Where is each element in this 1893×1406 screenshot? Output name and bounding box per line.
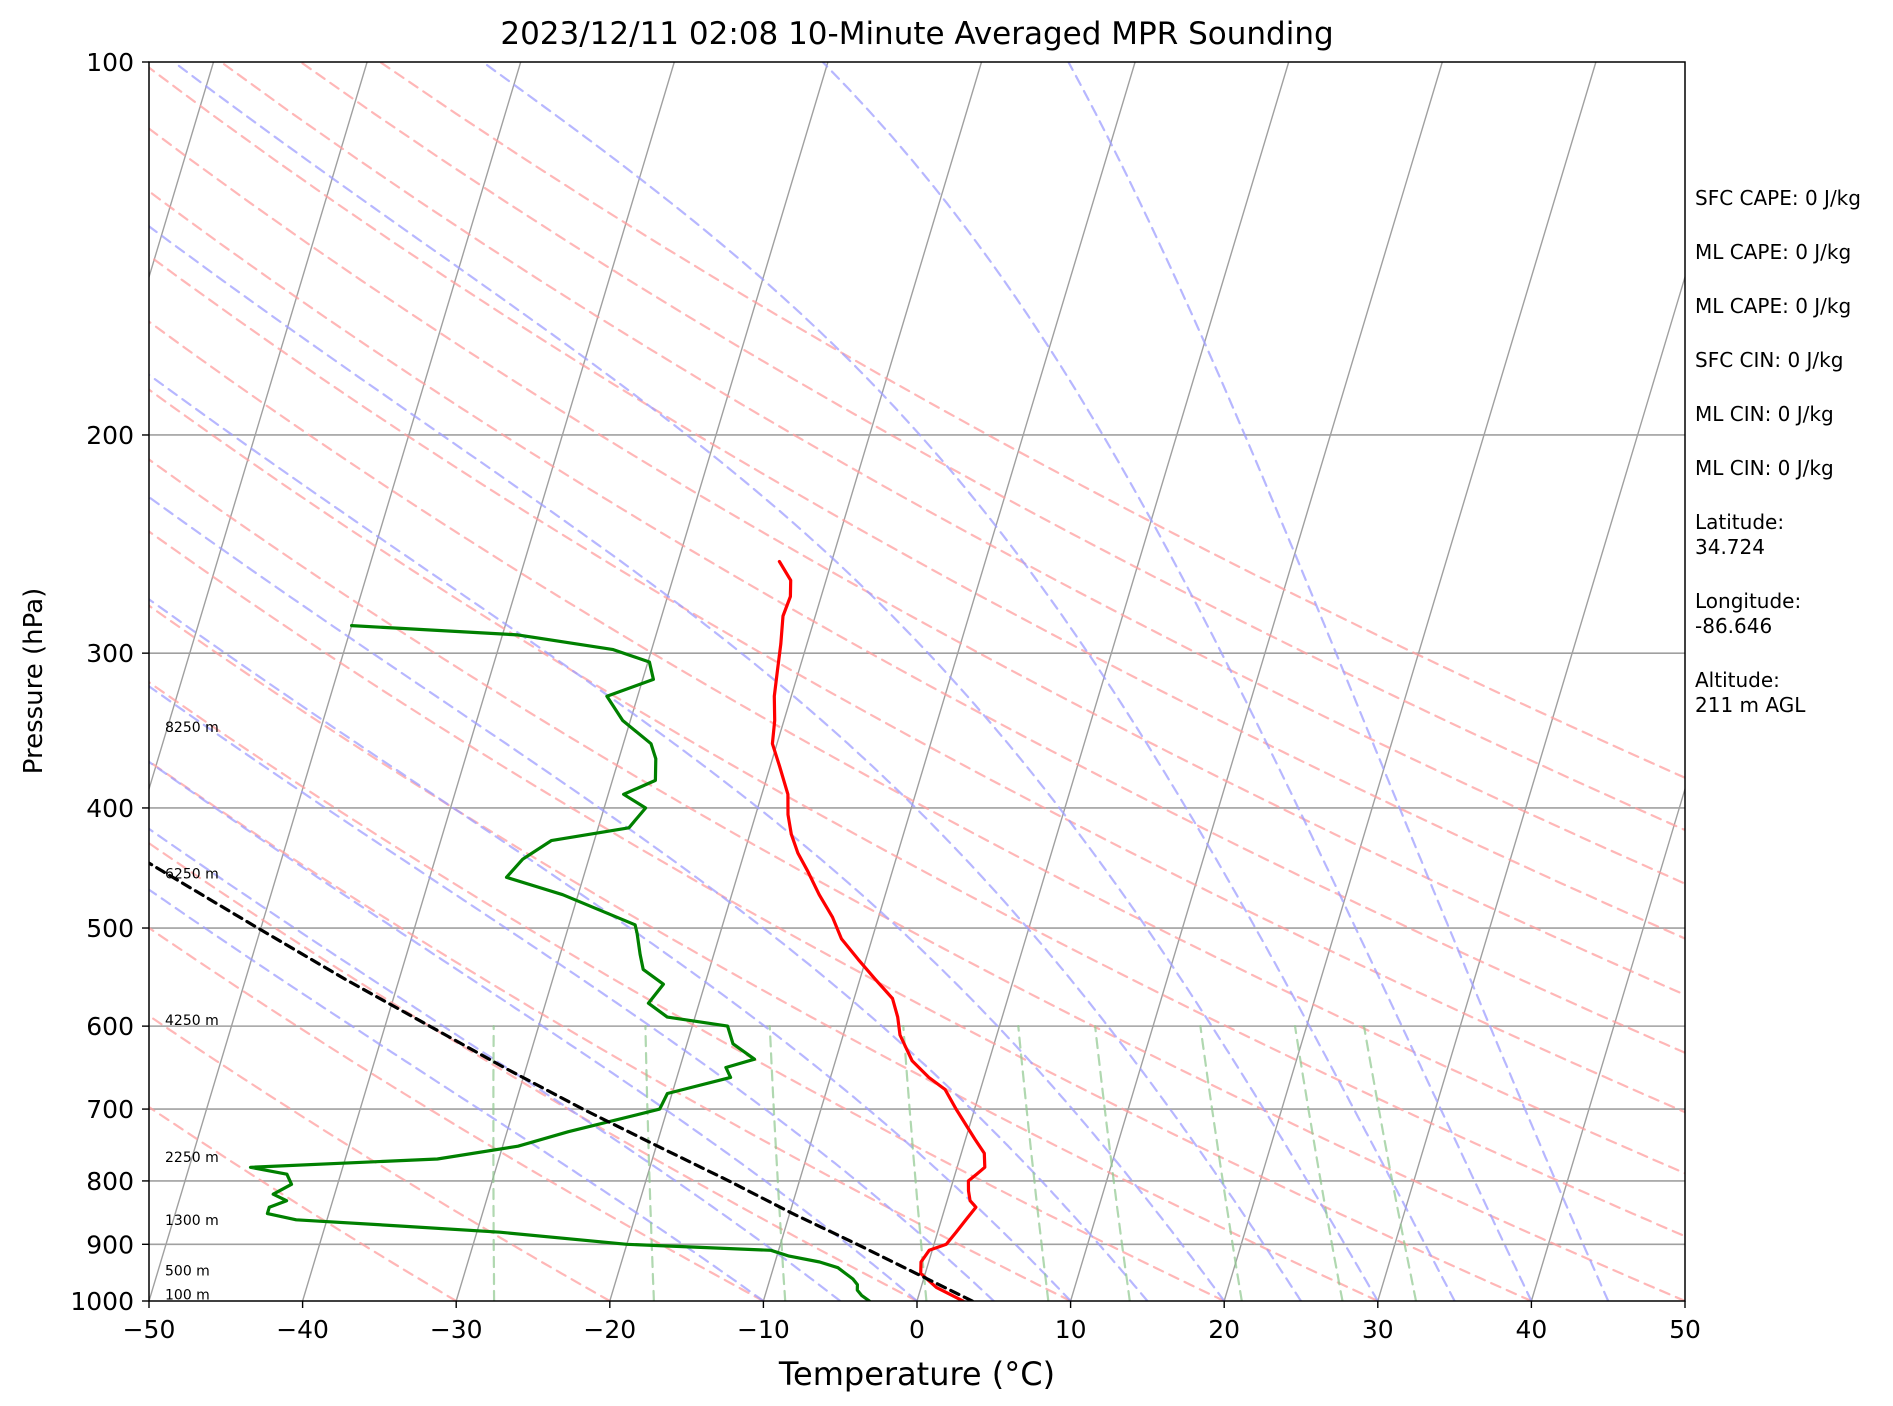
- ml-cin-readout: ML CIN: 0 J/kg: [1695, 402, 1834, 426]
- y-tick-label: 600: [86, 1012, 134, 1041]
- dry-adiabat-line: [149, 66, 1685, 940]
- temperature-trace: [770, 559, 987, 1301]
- dry-adiabat-line: [149, 926, 765, 1301]
- isotherm-line: [1223, 62, 1597, 1301]
- height-labels: 100 m 500 m 1300 m 2250 m 4250 m 6250 m 8250 m: [165, 720, 219, 1304]
- x-tick-label: 30: [1362, 1315, 1394, 1344]
- mixing-ratio-line: [1017, 1025, 1050, 1301]
- y-axis-ticks: 1000 900 800 700 600 500 400 300 200 100: [70, 48, 149, 1316]
- y-tick-label: 400: [86, 794, 134, 823]
- mixing-ratio-line: [1199, 1025, 1243, 1301]
- dry-adiabat-line: [379, 62, 1685, 779]
- y-tick-label: 100: [86, 48, 134, 77]
- longitude-readout: Longitude: -86.646: [1695, 589, 1802, 638]
- moist-adiabat-line: [481, 62, 1456, 1301]
- dry-adiabat-line: [149, 388, 1685, 1238]
- mixing-ratio-line: [492, 1025, 496, 1301]
- y-tick-label: 1000: [70, 1287, 134, 1316]
- dry-adiabat-line: [149, 604, 1379, 1301]
- dry-adiabat-line: [149, 1014, 611, 1301]
- mixing-ratio-line: [902, 1025, 928, 1301]
- dry-adiabat-line: [149, 841, 919, 1301]
- x-tick-label: 0: [909, 1315, 925, 1344]
- moist-adiabat-line: [149, 373, 1226, 1301]
- height-label: 2250 m: [165, 1150, 219, 1166]
- y-tick-label: 800: [86, 1167, 134, 1196]
- dry-adiabat-line: [149, 458, 1685, 1301]
- moist-adiabat-line: [149, 224, 1303, 1301]
- sfc-cin-readout: SFC CIN: 0 J/kg: [1695, 348, 1844, 372]
- height-label: 4250 m: [165, 1013, 219, 1029]
- x-tick-label: 50: [1669, 1315, 1701, 1344]
- isotherm-line: [301, 62, 675, 1301]
- sounding-traces: [149, 559, 987, 1301]
- x-axis-ticks: −50 −40 −30 −20 −10 0 10 20 30 40 50: [123, 1301, 1701, 1344]
- chart-title: 2023/12/11 02:08 10-Minute Averaged MPR …: [500, 16, 1333, 52]
- mixing-ratio-line: [768, 1025, 787, 1301]
- y-tick-label: 900: [86, 1230, 134, 1259]
- dry-adiabat-line: [149, 680, 1226, 1301]
- dry-adiabat-line: [149, 320, 1685, 1175]
- x-tick-label: 10: [1055, 1315, 1087, 1344]
- parcel-trace: [149, 861, 974, 1301]
- ml-cin-readout: ML CIN: 0 J/kg: [1695, 456, 1834, 480]
- isotherm-line: [916, 62, 1290, 1301]
- dry-adiabat-line: [149, 254, 1685, 1114]
- moist-adiabat-line: [1067, 62, 1610, 1301]
- dry-adiabat-line: [219, 62, 1685, 885]
- x-tick-label: 40: [1515, 1315, 1547, 1344]
- moist-adiabat-line: [149, 827, 842, 1301]
- isotherm-line: [149, 62, 215, 280]
- y-tick-label: 700: [86, 1095, 134, 1124]
- x-tick-label: −40: [276, 1315, 329, 1344]
- isotherm-line: [149, 62, 368, 792]
- mixing-ratio-line: [1362, 1025, 1418, 1301]
- sfc-cape-readout: SFC CAPE: 0 J/kg: [1695, 186, 1861, 210]
- height-label: 8250 m: [165, 720, 219, 736]
- mixing-ratio-line: [1293, 1025, 1344, 1301]
- x-tick-label: −20: [583, 1315, 636, 1344]
- y-axis-label: Pressure (hPa): [19, 588, 49, 775]
- x-tick-label: 20: [1208, 1315, 1240, 1344]
- x-tick-label: −30: [430, 1315, 483, 1344]
- isotherm-line: [1377, 274, 1685, 1301]
- thermo-background: [149, 62, 1685, 1301]
- latitude-readout: Latitude: 34.724: [1695, 510, 1785, 559]
- dry-adiabat-line: [149, 189, 1685, 1054]
- moist-adiabat-line: [149, 760, 919, 1301]
- x-tick-label: −10: [737, 1315, 790, 1344]
- mixing-ratio-line: [644, 1025, 655, 1301]
- isotherm-line: [762, 62, 1136, 1301]
- x-axis-label: Temperature (°C): [778, 1355, 1055, 1393]
- ml-cape-readout: ML CAPE: 0 J/kg: [1695, 294, 1852, 318]
- sounding-stats-panel: SFC CAPE: 0 J/kg ML CAPE: 0 J/kg ML CAPE…: [1695, 186, 1885, 747]
- y-tick-label: 500: [86, 914, 134, 943]
- altitude-readout: Altitude: 211 m AGL: [1695, 668, 1806, 717]
- dry-adiabat-line: [149, 760, 1072, 1301]
- moist-adiabat-line: [149, 888, 765, 1301]
- y-tick-label: 300: [86, 639, 134, 668]
- moist-adiabat-line: [149, 597, 1072, 1301]
- isotherm-line: [609, 62, 983, 1301]
- height-label: 6250 m: [165, 867, 219, 883]
- isotherm-line: [455, 62, 829, 1301]
- y-tick-label: 200: [86, 421, 134, 450]
- dry-adiabat-line: [149, 530, 1533, 1301]
- ml-cape-readout: ML CAPE: 0 J/kg: [1695, 240, 1852, 264]
- height-label: 100 m: [165, 1288, 210, 1304]
- x-tick-label: −50: [123, 1315, 176, 1344]
- isotherm-line: [1069, 62, 1443, 1301]
- plot-background: [149, 62, 1685, 1301]
- isotherm-line: [1530, 786, 1685, 1301]
- dewpoint-trace: [248, 624, 871, 1301]
- height-label: 500 m: [165, 1264, 210, 1280]
- mixing-ratio-line: [1094, 1025, 1131, 1301]
- height-label: 1300 m: [165, 1213, 219, 1229]
